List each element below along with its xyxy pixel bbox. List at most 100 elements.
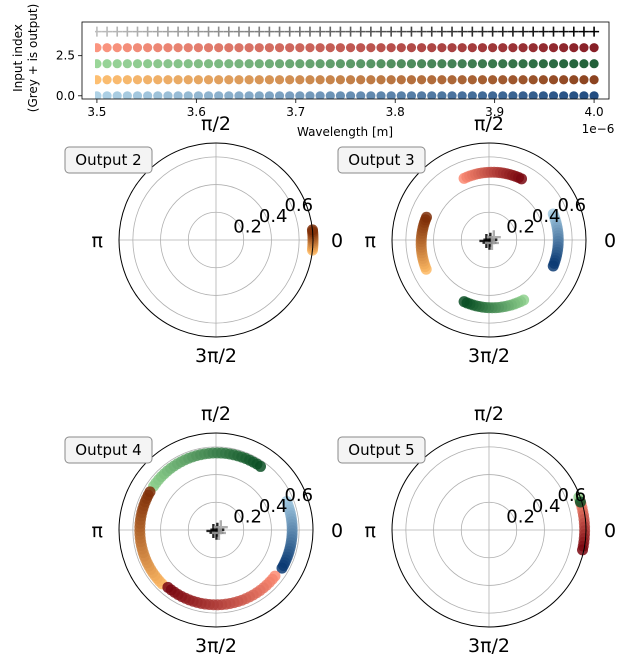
data-point: [559, 43, 569, 53]
output-marker: [304, 26, 315, 37]
angle-label: 3π/2: [468, 345, 510, 367]
x-tick-label: 3.7: [286, 105, 305, 119]
data-point: [214, 59, 224, 69]
output-marker: [173, 26, 184, 37]
data-point: [589, 91, 599, 99]
data-point: [548, 59, 559, 69]
data-point: [163, 59, 173, 69]
polar-outer-boundary: [118, 432, 314, 628]
legend-label: Output 3: [348, 151, 414, 169]
data-point: [508, 91, 518, 99]
output-marker: [193, 26, 204, 37]
legend-box: [337, 146, 426, 174]
output-marker: [345, 26, 356, 37]
data-point: [579, 43, 589, 53]
output-marker: [122, 26, 133, 37]
data-point: [457, 91, 467, 99]
data-point: [112, 91, 122, 99]
angle-label: π: [365, 520, 376, 542]
data-point: [132, 43, 143, 53]
data-point: [498, 75, 508, 85]
radial-tick-label: 0.4: [532, 206, 561, 227]
polar-series-3: [134, 486, 168, 590]
output-marker: [335, 26, 346, 37]
output-marker: [132, 26, 143, 37]
polar-grid: [392, 433, 586, 627]
angle-label: π/2: [474, 113, 504, 135]
data-point: [203, 59, 214, 69]
data-point: [183, 43, 193, 53]
output-marker: [213, 26, 224, 37]
radial-tick-label: 0.6: [557, 195, 586, 216]
data-point: [173, 75, 183, 85]
data-point: [366, 59, 376, 69]
output-marker: [162, 26, 173, 37]
data-point: [234, 59, 244, 69]
data-point: [396, 75, 406, 85]
data-point: [477, 43, 488, 53]
data-point: [163, 43, 173, 53]
output-marker: [467, 26, 478, 37]
data-point: [518, 75, 528, 85]
data-point: [285, 59, 295, 69]
radial-tick-label: 0.6: [284, 485, 313, 506]
output-marker: [95, 26, 102, 37]
polar-series-3: [415, 211, 432, 275]
data-point: [508, 59, 518, 69]
data-point: [569, 75, 579, 85]
radial-tick-label: 0.4: [259, 206, 288, 227]
output-marker: [589, 26, 600, 37]
data-point: [416, 75, 427, 85]
data-point: [416, 91, 427, 99]
output-marker: [396, 26, 407, 37]
wavelength-chart: 3.5 3.6 3.7 3.8 3.9 4.0 0.0 2.5 Wavelength [m]…: [11, 4, 614, 139]
output-marker: [406, 26, 417, 37]
data-point: [122, 91, 132, 99]
data-point: [264, 75, 275, 85]
data-point: [295, 43, 305, 53]
polar-series-1: [547, 208, 564, 272]
output-marker: [578, 26, 589, 37]
angular-tick-labels: 0 π/2 π 3π/2: [365, 403, 617, 657]
data-point: [285, 91, 295, 99]
data-point: [193, 91, 203, 99]
data-point: [366, 43, 376, 53]
y-tick-label: 2.5: [56, 49, 75, 63]
data-point: [264, 43, 275, 53]
polar-chart-output-5: 0.20.40.6 0 π/2 π 3π/2 Output 5: [337, 403, 617, 657]
output-markers: [206, 520, 228, 540]
data-point: [315, 75, 325, 85]
data-point: [498, 43, 508, 53]
data-point: [95, 59, 102, 69]
data-point: [183, 91, 193, 99]
polar-chart-output-4: 0.20.40.6 0 π/2 π 3π/2 Output 4: [64, 403, 343, 657]
polar-point: [255, 460, 267, 472]
data-point: [376, 75, 386, 85]
angle-label: 0: [604, 230, 616, 252]
data-point: [416, 43, 427, 53]
polar-chart-output-2: 0.20.40.6 0 π/2 π 3π/2 Output 2: [64, 113, 344, 367]
data-point: [508, 75, 518, 85]
data-point: [234, 43, 244, 53]
data-point: [467, 43, 477, 53]
data-point: [244, 43, 254, 53]
data-point: [345, 59, 356, 69]
data-point: [366, 75, 376, 85]
output-marker: [112, 26, 123, 37]
data-point: [467, 59, 477, 69]
series-input-1: [95, 75, 599, 85]
data-point: [244, 59, 254, 69]
data-point: [163, 75, 173, 85]
angular-tick-labels: 0 π/2 π 3π/2: [92, 113, 344, 367]
polar-outer-boundary: [391, 432, 587, 628]
data-point: [274, 75, 285, 85]
data-point: [234, 75, 244, 85]
angle-label: 0: [604, 520, 616, 542]
data-point: [173, 59, 183, 69]
data-point: [518, 91, 528, 99]
legend-box: [64, 436, 153, 464]
polar-point: [162, 581, 174, 593]
radial-tick-label: 0.4: [259, 496, 288, 517]
data-point: [569, 43, 579, 53]
data-point: [589, 75, 599, 85]
